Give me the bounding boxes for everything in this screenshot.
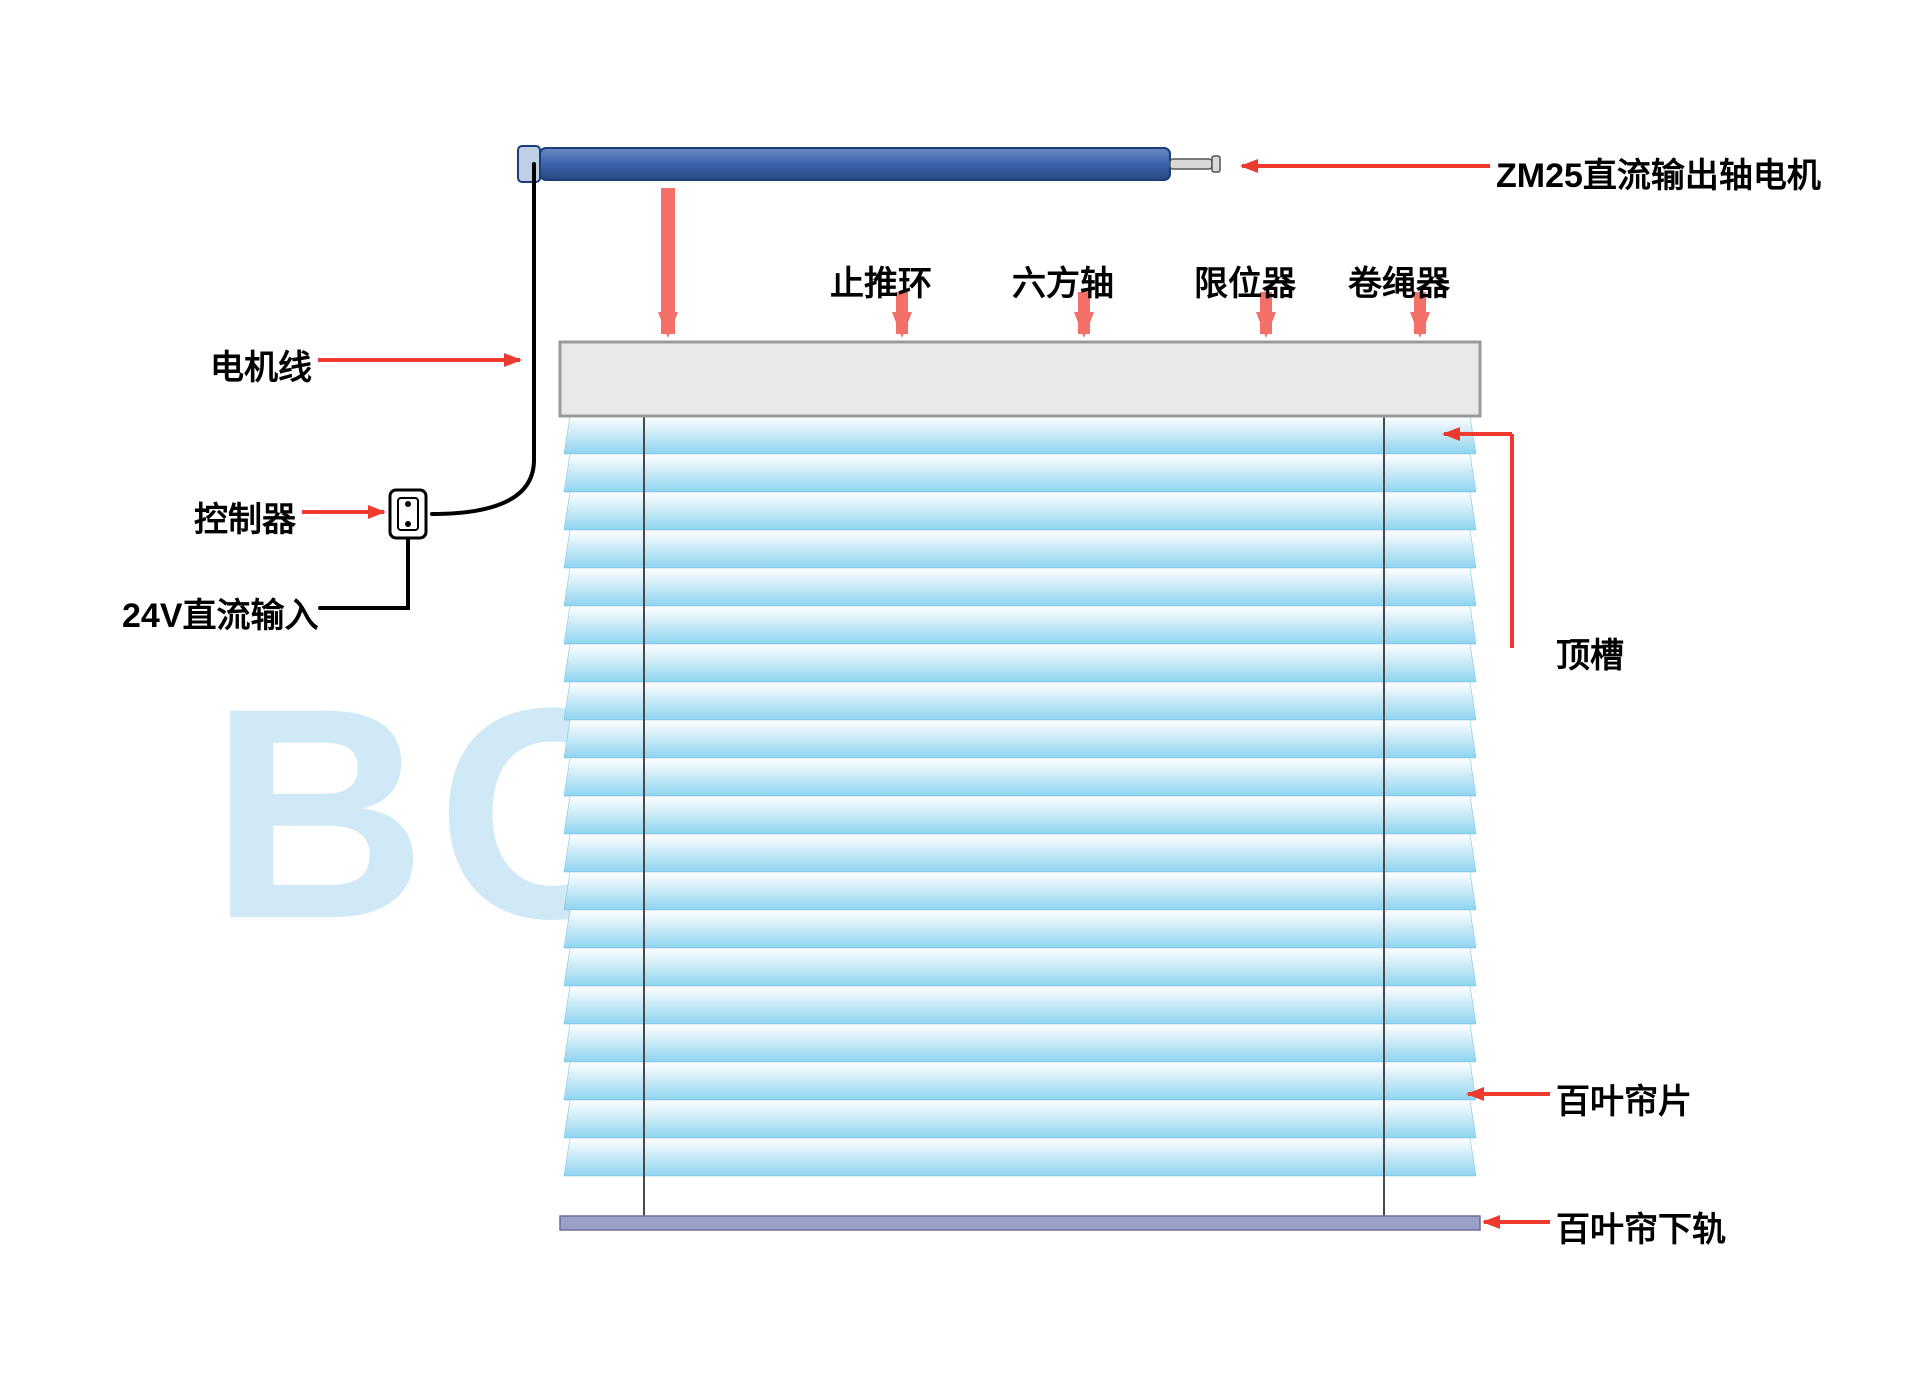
bottom-rail [560, 1216, 1480, 1230]
top-component-label-0: 止推环 [830, 256, 932, 305]
label-motor-model: ZM25直流输出轴电机 [1496, 148, 1821, 197]
top-component-label-2: 限位器 [1194, 256, 1296, 305]
label-dc-input: 24V直流输入 [122, 588, 319, 637]
blinds-slats [564, 416, 1476, 1176]
controller-box [390, 490, 426, 538]
label-top-slot: 顶槽 [1556, 628, 1624, 677]
label-slat: 百叶帘片 [1556, 1074, 1692, 1123]
top-component-label-3: 卷绳器 [1348, 256, 1450, 305]
label-motor-wire: 电机线 [210, 340, 312, 389]
top-component-label-1: 六方轴 [1012, 256, 1114, 305]
motor-wire [320, 164, 534, 608]
motor-tube [518, 146, 1220, 182]
blinds-diagram [0, 0, 1920, 1377]
label-controller: 控制器 [194, 492, 296, 541]
label-bottom-rail: 百叶帘下轨 [1556, 1202, 1726, 1251]
top-slot [560, 342, 1480, 416]
